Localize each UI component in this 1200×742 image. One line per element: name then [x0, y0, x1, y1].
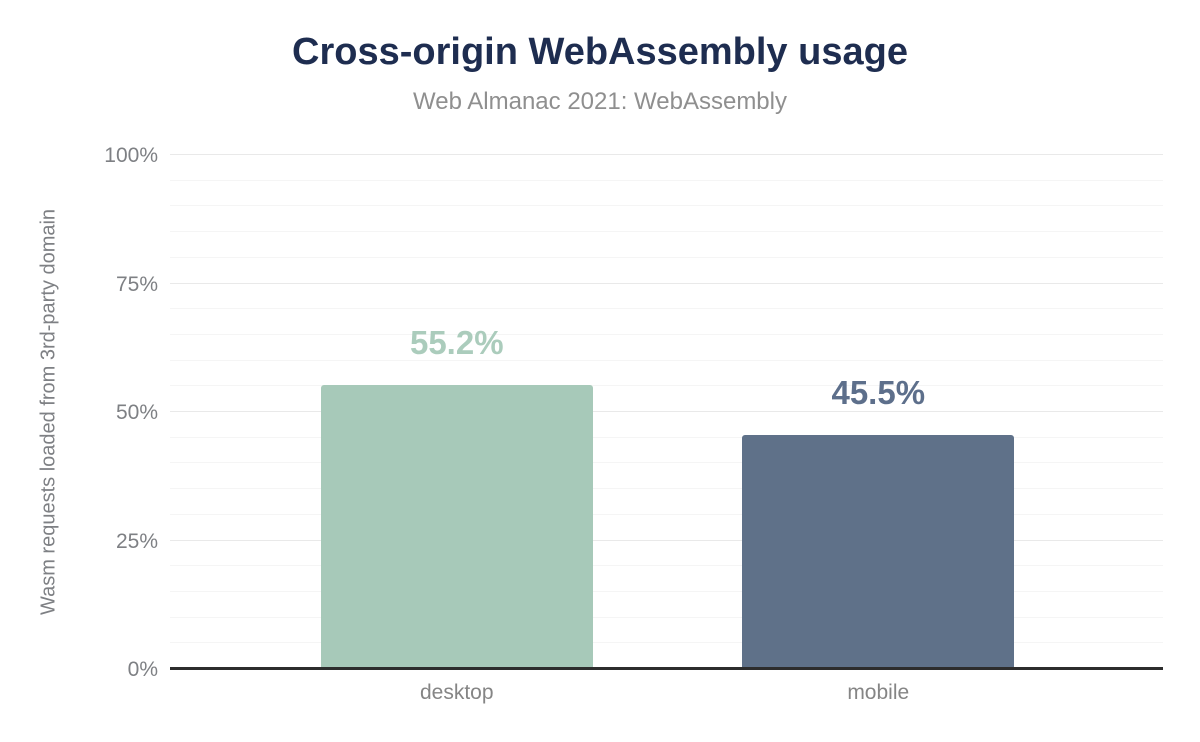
x-axis-line — [170, 667, 1163, 670]
bar-value-label-mobile: 45.5% — [831, 374, 926, 412]
minor-gridline — [170, 385, 1163, 387]
minor-gridline — [170, 333, 1163, 335]
major-gridline — [170, 539, 1163, 541]
minor-gridline — [170, 565, 1163, 567]
major-gridline — [170, 154, 1163, 155]
bar-mobile — [742, 435, 1015, 669]
x-axis-label-mobile: mobile — [847, 681, 910, 704]
major-gridline — [170, 282, 1163, 284]
minor-gridline — [170, 642, 1163, 644]
y-tick-label: 75% — [115, 272, 158, 296]
bar-desktop — [320, 385, 593, 669]
minor-gridline — [170, 308, 1163, 310]
minor-gridline — [170, 462, 1163, 464]
minor-gridline — [170, 256, 1163, 258]
chart-title: Cross-origin WebAssembly usage — [292, 31, 908, 73]
y-tick-label: 0% — [127, 658, 158, 681]
minor-gridline — [170, 513, 1163, 515]
minor-gridline — [170, 205, 1163, 207]
minor-gridline — [170, 359, 1163, 361]
bar-value-label-desktop: 55.2% — [409, 324, 504, 362]
minor-gridline — [170, 436, 1163, 438]
minor-gridline — [170, 179, 1163, 181]
minor-gridline — [170, 488, 1163, 490]
chart-subtitle: Web Almanac 2021: WebAssembly — [413, 88, 787, 115]
y-tick-label: 50% — [115, 401, 158, 424]
major-gridline — [170, 411, 1163, 412]
minor-gridline — [170, 590, 1163, 592]
x-axis-label-desktop: desktop — [419, 681, 494, 704]
y-tick-label: 100% — [104, 144, 158, 167]
plot-area: 55.2% 45.5% — [170, 154, 1163, 670]
y-tick-label: 25% — [115, 529, 158, 553]
minor-gridline — [170, 231, 1163, 233]
minor-gridline — [170, 616, 1163, 618]
